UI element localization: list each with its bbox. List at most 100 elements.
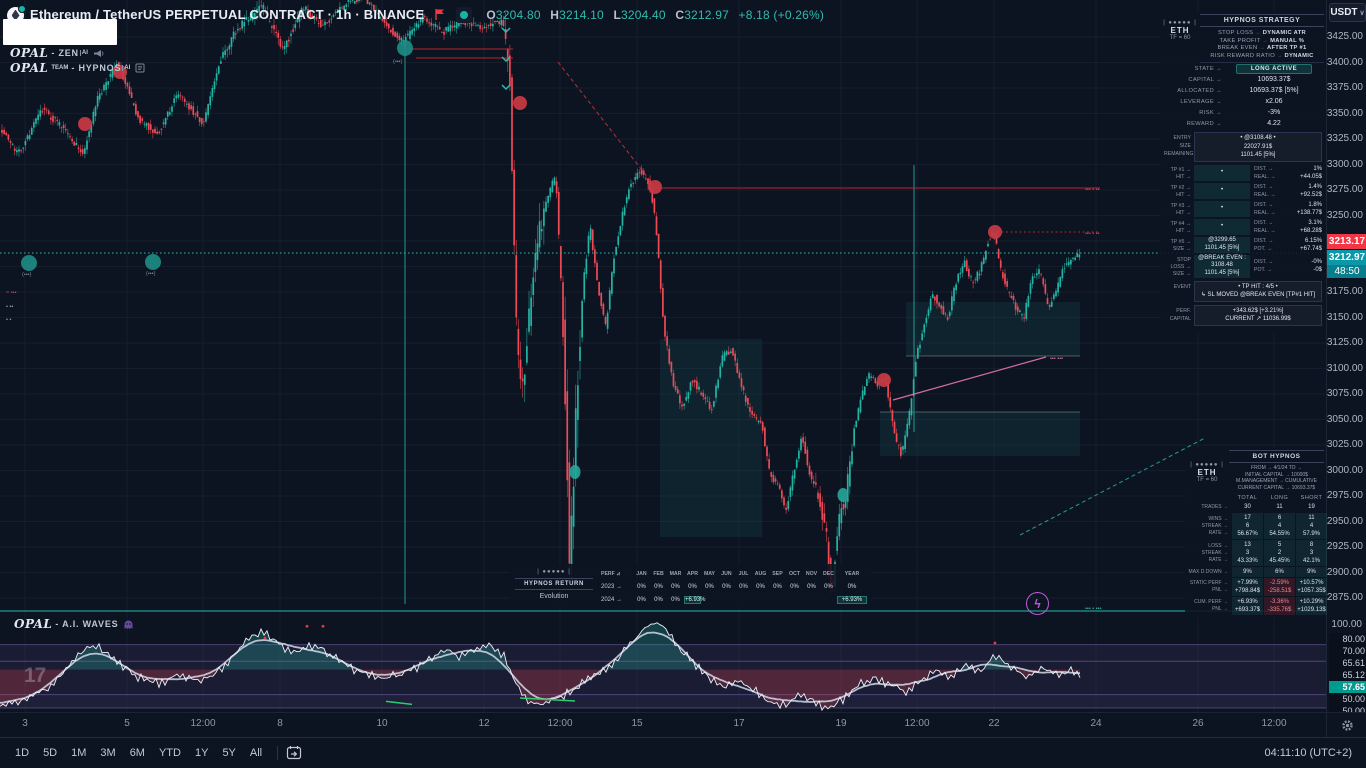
range-button-3m[interactable]: 3M [100,747,116,759]
row-dist-real: DIST. → 1.4% REAL. → +92.52$ [1250,183,1322,199]
timeframe-label: TF = 60 [1169,35,1191,41]
opal-dots-logo: | ●●●●● | [1190,462,1224,468]
kv-key: LEVERAGE → [1180,98,1222,105]
perf-value: +343.62$ [+3.21%] [1232,307,1284,314]
close-value: 3212.97 [684,8,729,22]
mini-row: REAL. → +138.77$ [1254,209,1322,216]
row-labels: STOP LOSS → SIZE → [1170,256,1191,277]
row-cell: • [1194,200,1250,217]
signal-marker-red [78,117,92,131]
bot-row-label: TRADES → [1201,503,1228,510]
row-dist-real: DIST. → 1% REAL. → +44.05$ [1250,165,1322,181]
range-button-5y[interactable]: 5Y [222,747,236,759]
close-label: C [675,8,685,22]
time-tick: 12:00 [190,718,216,729]
range-button-1d[interactable]: 1D [15,747,30,759]
bearish-divergence-mark [993,641,997,645]
currency-unit-button[interactable]: USDT ∨ [1329,3,1366,22]
indicator-legend-hypnos[interactable]: OPAL TEAM - HYPNOS AI [10,61,145,75]
event-line2: ↳ SL MOVED @BREAK EVEN [TP#1 HIT] [1200,292,1316,298]
strategy-kv-row: RISK → -3% [1162,107,1324,118]
bot-hypnos-panel: | ●●●●● | ETH TF = 60 BOT HYPNOS FROM → … [1185,448,1327,617]
signal-marker-droplet [569,465,581,479]
bot-cell: 11 [1276,504,1283,510]
returns-cell: 0% [807,583,816,590]
wave-value-label: 70.00 [1329,645,1366,657]
range-button-6m[interactable]: 6M [129,747,145,759]
axis-settings-corner[interactable] [1326,712,1366,738]
mini-row: POT. → -0$ [1254,267,1322,273]
price-scale-label: 3425.00 [1326,31,1363,42]
kv-value: x2.06 [1265,98,1283,105]
returns-cell: 0% [847,583,857,590]
bot-col-header: SHORT [1300,495,1323,501]
mini-row: DIST. → 1% [1254,165,1322,172]
capital-label: CAPITAL [1169,315,1191,322]
time-tick: 12:00 [1261,718,1287,729]
kv-value: LONG ACTIVE [1226,63,1322,74]
bearish-divergence-mark [321,624,325,628]
range-button-5d[interactable]: 5D [43,747,58,759]
mini-row: DIST. → 1.8% [1254,201,1322,208]
returns-col-header: OCT [789,570,800,577]
range-button-ytd[interactable]: YTD [158,747,181,759]
go-to-date-icon[interactable] [286,745,303,761]
kv-key: ALLOCATED → [1177,87,1222,94]
publish-idea-icon[interactable] [456,6,473,23]
returns-col-header: MAY [703,570,716,577]
symbol-title[interactable]: Ethereum / TetherUS PERPETUAL CONTRACT ·… [30,7,425,22]
row-labels: TP #3 → HIT → [1170,202,1191,216]
returns-table: PERF ⊿ JAN FEB MAR APR MAY JUN JUL AUG SEP OCT NOV D… [601,567,867,606]
indicator-name: - HYPNOS [71,63,122,73]
mini-row: DIST. → 1.4% [1254,183,1322,190]
returns-title: HYPNOS RETURN [515,578,593,590]
main-chart-canvas: ••• • ••••• • ••••• •••••• • •••(•••) (••… [0,0,1326,612]
entry-block: ENTRY SIZE REMAINING • @3108.48 • 22027.91$… [1164,132,1322,162]
take-profit-row-4: TP #4 → HIT → • DIST. → 3.1% REAL. → +68.28$ [1164,218,1322,235]
boost-lightning-button[interactable]: ϟ [1026,592,1049,615]
time-axis[interactable]: 3 5 12:00 8 10 12 12:00 15 17 19 12:00 22 24 26 12:00 [0,712,1326,738]
spacer [1187,495,1231,501]
price-scale-label: 3400.00 [1326,56,1363,68]
returns-subtitle: Evolution [539,593,569,600]
gear-icon[interactable] [1341,719,1354,732]
bot-cell: 9% [1296,567,1327,577]
clock-timezone[interactable]: 04:11:10 (UTC+2) [1264,747,1352,759]
kv-value: -3% [1267,109,1281,116]
timeframe-label: TF = 60 [1196,477,1218,483]
returns-cell: 0% [739,583,748,590]
returns-col-header: JUL [738,570,749,577]
signal-marker-teal [21,255,37,271]
price-scale-label: 3000.00 [1326,464,1363,476]
range-button-1y[interactable]: 1Y [194,747,209,759]
flag-icon[interactable] [434,8,446,21]
signal-marker-red [877,373,891,387]
bot-cell: +6.93% +693.37$ [1232,597,1263,615]
svg-text:(•••): (•••) [146,271,156,277]
waves-indicator-legend[interactable]: OPAL - A.I. WAVES [14,617,134,631]
range-button-1m[interactable]: 1M [71,747,87,759]
row-cell: • [1194,182,1250,199]
bot-row-label: WINS → STREAK → RATE → [1201,515,1228,536]
ai-tag: AI [122,65,131,71]
returns-logo-block: | ●●●●● | HYPNOS RETURN Evolution [515,567,593,606]
bot-panel-logo-block: | ●●●●● | ETH TF = 60 [1188,462,1226,483]
range-button-all[interactable]: All [249,747,263,759]
last-price-badge: 3212.97 [1327,250,1366,265]
opal-dots-logo: | ●●●●● | [537,569,571,575]
bot-table-row: TRADES → 30 11 19 [1187,502,1324,512]
wave-value-label: 50.00 [1329,693,1366,705]
lightning-icon: ϟ [1034,596,1041,611]
price-scale-label: 2975.00 [1326,490,1363,501]
price-scale-label: 3050.00 [1326,413,1363,425]
bot-info-line: CURRENT CAPITAL → 10693.37$ [1237,484,1316,491]
indicator-legend-zen[interactable]: OPAL - ZEN AI [10,46,104,60]
bot-info-line: M.MANAGEMENT → CUMULATIVE [1236,478,1317,484]
time-tick: 5 [124,718,130,729]
kv-key: STATE → [1194,65,1222,72]
time-tick: 10 [376,718,388,729]
svg-text:(•••): (•••) [393,59,403,65]
price-scale[interactable]: USDT ∨ 3425.00 3400.00 3375.00 3350.00 3325.… [1326,0,1366,717]
bot-table-row: CUM. PERF → PNL → +6.93% +693.37$ -3.36% -335… [1187,597,1327,615]
mini-row: DIST. → 6.15% [1254,237,1322,244]
